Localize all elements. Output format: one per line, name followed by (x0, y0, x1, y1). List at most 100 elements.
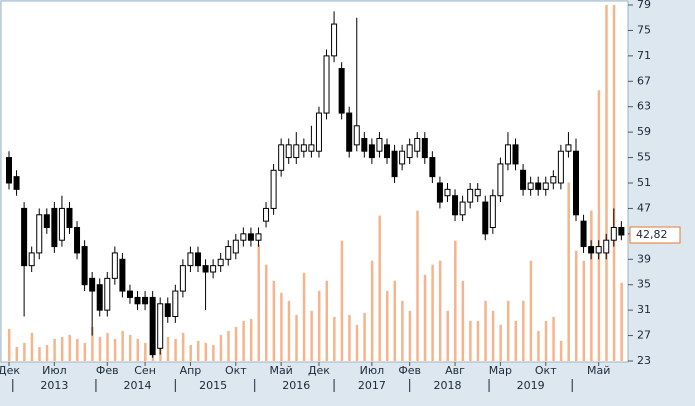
volume-bar (272, 280, 276, 361)
candle-body (497, 163, 504, 197)
volume-bar (38, 346, 41, 361)
volume-bar (189, 344, 192, 361)
x-tick-label: Окт (225, 364, 247, 377)
volume-bar (575, 250, 578, 361)
volume-bar (567, 182, 570, 361)
candle-body (504, 144, 511, 165)
volume-bar (340, 240, 344, 361)
candle-body (421, 138, 428, 159)
volume-bar (499, 324, 502, 361)
volume-bar (612, 5, 616, 361)
y-tick-label: 31 (637, 303, 651, 316)
candle-body (142, 296, 149, 305)
candle-body (527, 182, 534, 190)
candle-body (179, 265, 186, 292)
volume-bar (106, 332, 109, 361)
candle-body (331, 23, 338, 57)
candle-body (225, 246, 232, 260)
candle-body (13, 176, 20, 190)
y-tick-label: 67 (637, 74, 651, 87)
candle-body (436, 182, 443, 203)
candle-body (104, 277, 111, 311)
candle-body (134, 296, 141, 305)
candle-body (542, 182, 549, 190)
volume-bar (23, 342, 26, 361)
volume-bar (204, 342, 208, 361)
candle-body (263, 207, 270, 222)
x-tick-label: Дек (0, 364, 20, 377)
candle-body (610, 227, 617, 241)
year-label: 2018 (433, 379, 461, 392)
year-label: 2015 (199, 379, 227, 392)
candle-body (119, 258, 126, 292)
volume-bar (597, 90, 601, 361)
volume-bar (249, 318, 253, 361)
candle-body (353, 125, 360, 146)
candle-body (535, 182, 542, 190)
candle-body (81, 246, 88, 286)
volume-bar (363, 312, 366, 361)
candle-body (66, 207, 73, 229)
volume-bar (355, 324, 359, 361)
candle-body (202, 265, 209, 273)
volume-bar (476, 320, 480, 361)
candle-body (482, 201, 489, 235)
volume-bar (484, 300, 487, 361)
x-tick-label: Сен (134, 364, 156, 377)
y-tick-label: 55 (637, 151, 651, 164)
volume-bar (537, 330, 540, 361)
candle-body (210, 265, 217, 273)
volume-bar (423, 274, 427, 361)
volume-bar (265, 264, 268, 361)
volume-bar (8, 328, 11, 361)
x-tick-label: Дек (308, 364, 330, 377)
candle-body (459, 201, 466, 216)
volume-bar (287, 300, 291, 361)
x-tick-label: Авг (445, 364, 465, 377)
volume-bar (280, 292, 283, 361)
volume-bar (416, 210, 419, 361)
candle-body (391, 150, 398, 178)
volume-bar (529, 260, 533, 361)
x-tick-label: Май (269, 364, 292, 377)
volume-bar (15, 346, 19, 361)
volume-bar (181, 332, 185, 361)
x-tick-label: Апр (180, 364, 202, 377)
volume-bar (378, 215, 381, 361)
year-label: 2017 (358, 379, 386, 392)
candle-body (111, 252, 118, 279)
candle-body (520, 169, 527, 190)
volume-bar (113, 338, 117, 361)
volume-bar (552, 316, 555, 361)
x-tick-label: Фев (398, 364, 421, 377)
y-tick-label: 75 (637, 23, 651, 36)
candle-body (195, 252, 201, 267)
volume-bar (469, 320, 472, 361)
volume-bar (590, 210, 593, 361)
volume-bar (582, 260, 586, 361)
y-tick-label: 51 (637, 176, 651, 189)
volume-bar (348, 314, 351, 361)
candle-body (149, 296, 156, 356)
candle-body (618, 227, 625, 236)
volume-bar (522, 300, 525, 361)
candle-body (308, 144, 315, 152)
candle-body (164, 303, 171, 317)
x-tick-label: Окт (535, 364, 557, 377)
volume-bar (461, 280, 465, 361)
candle-body (346, 112, 353, 152)
candle-body (444, 188, 451, 197)
volume-bar (76, 338, 79, 361)
x-tick-label: Мар (489, 364, 512, 377)
x-tick-label: Май (587, 364, 610, 377)
volume-bar (333, 316, 336, 361)
candle-body (406, 144, 413, 159)
candle-body (43, 214, 50, 229)
x-tick-label: Июл (360, 364, 385, 377)
candle-body (603, 239, 610, 254)
volume-bar (370, 260, 374, 361)
volume-bar (393, 280, 397, 361)
plot-area (0, 0, 629, 363)
volume-bar (544, 320, 548, 361)
